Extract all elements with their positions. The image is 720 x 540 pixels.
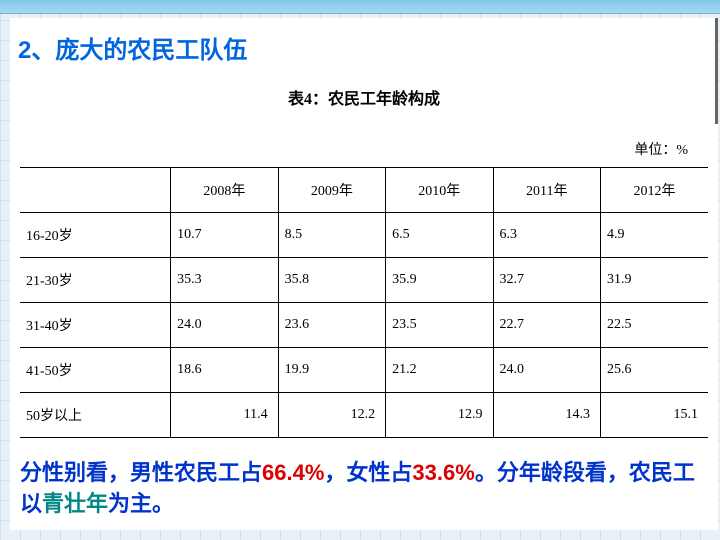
- data-cell: 6.5: [386, 213, 493, 258]
- data-cell: 24.0: [493, 348, 600, 393]
- data-cell: 23.6: [278, 303, 385, 348]
- summary-part: ，女性占: [324, 460, 412, 485]
- col-header: 2012年: [600, 168, 708, 213]
- data-cell: 22.5: [600, 303, 708, 348]
- table-header-row: 2008年2009年2010年2011年2012年: [20, 168, 708, 213]
- summary-part: 66.4%: [262, 460, 324, 485]
- data-cell: 12.9: [386, 393, 493, 438]
- summary-text: 分性别看，男性农民工占66.4%，女性占33.6%。分年龄段看，农民工以青壮年为…: [10, 438, 718, 520]
- col-header: [20, 168, 171, 213]
- right-border-deco: [715, 18, 718, 124]
- data-cell: 4.9: [600, 213, 708, 258]
- data-cell: 32.7: [493, 258, 600, 303]
- data-cell: 19.9: [278, 348, 385, 393]
- slide-page: 2、庞大的农民工队伍 表4：农民工年龄构成 单位：% 2008年2009年201…: [10, 18, 718, 530]
- table-title: 表4：农民工年龄构成: [10, 85, 718, 109]
- col-header: 2011年: [493, 168, 600, 213]
- data-cell: 15.1: [600, 393, 708, 438]
- summary-part: 分性别看，男性农民工占: [20, 460, 262, 485]
- data-cell: 23.5: [386, 303, 493, 348]
- unit-label: 单位：%: [10, 139, 718, 159]
- data-cell: 22.7: [493, 303, 600, 348]
- table-row: 50岁以上11.412.212.914.315.1: [20, 393, 708, 438]
- row-label: 31-40岁: [20, 303, 171, 348]
- col-header: 2008年: [171, 168, 278, 213]
- row-label: 21-30岁: [20, 258, 171, 303]
- data-cell: 35.8: [278, 258, 385, 303]
- table-row: 31-40岁24.023.623.522.722.5: [20, 303, 708, 348]
- table-row: 41-50岁18.619.921.224.025.6: [20, 348, 708, 393]
- row-label: 16-20岁: [20, 213, 171, 258]
- row-label: 41-50岁: [20, 348, 171, 393]
- summary-part: 青壮年: [42, 491, 108, 516]
- section-heading: 2、庞大的农民工队伍: [10, 18, 718, 65]
- summary-part: 33.6%: [412, 460, 474, 485]
- data-cell: 10.7: [171, 213, 278, 258]
- data-cell: 35.9: [386, 258, 493, 303]
- data-cell: 6.3: [493, 213, 600, 258]
- col-header: 2010年: [386, 168, 493, 213]
- col-header: 2009年: [278, 168, 385, 213]
- data-cell: 35.3: [171, 258, 278, 303]
- top-banner: [0, 0, 720, 14]
- summary-part: 为主。: [108, 491, 174, 516]
- table-body: 16-20岁10.78.56.56.34.921-30岁35.335.835.9…: [20, 213, 708, 438]
- data-cell: 24.0: [171, 303, 278, 348]
- data-cell: 25.6: [600, 348, 708, 393]
- data-cell: 21.2: [386, 348, 493, 393]
- data-cell: 8.5: [278, 213, 385, 258]
- age-composition-table: 2008年2009年2010年2011年2012年 16-20岁10.78.56…: [20, 167, 708, 438]
- data-cell: 12.2: [278, 393, 385, 438]
- table-row: 21-30岁35.335.835.932.731.9: [20, 258, 708, 303]
- data-cell: 14.3: [493, 393, 600, 438]
- table-row: 16-20岁10.78.56.56.34.9: [20, 213, 708, 258]
- data-cell: 18.6: [171, 348, 278, 393]
- row-label: 50岁以上: [20, 393, 171, 438]
- data-cell: 11.4: [171, 393, 278, 438]
- data-cell: 31.9: [600, 258, 708, 303]
